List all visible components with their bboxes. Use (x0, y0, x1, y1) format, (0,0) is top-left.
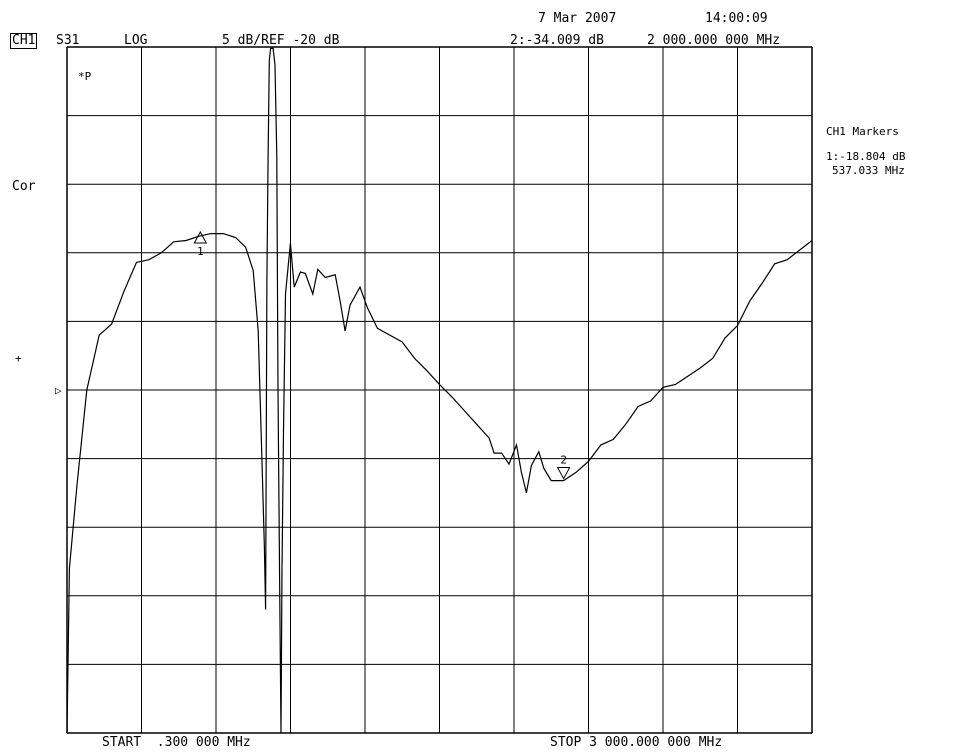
parameter-label: S31 (56, 33, 80, 48)
date-label: 7 Mar 2007 (538, 11, 617, 26)
marker-1-icon[interactable] (193, 230, 208, 244)
marker-layer: 12 (193, 230, 571, 480)
marker-1-label: 1 (197, 245, 204, 258)
format-label: LOG (124, 33, 148, 48)
time-label: 14:00:09 (705, 11, 768, 26)
channel-indicator[interactable]: CH1 (10, 33, 38, 49)
marker-mode-label: *P (78, 70, 92, 83)
marker1-value: 1:-18.804 dB (826, 150, 906, 163)
correction-indicator: Cor (12, 179, 36, 194)
active-marker-readout: 2:-34.009 dB (510, 33, 604, 48)
s31-trace (66, 47, 813, 734)
reference-position-icon: ▷ (55, 384, 62, 397)
scale-ref-label: 5 dB/REF -20 dB (222, 33, 340, 48)
marker1-frequency: 537.033 MHz (832, 164, 905, 177)
markers-panel-title: CH1 Markers (826, 125, 899, 138)
marker-2-icon[interactable] (556, 467, 571, 480)
active-marker-frequency: 2 000.000 000 MHz (647, 33, 781, 48)
stop-frequency-label: STOP 3 000.000 000 MHz (550, 735, 723, 750)
marker-2-label: 2 (560, 454, 567, 467)
cross-symbol: + (15, 352, 22, 365)
graticule (66, 46, 813, 734)
start-frequency-label: START .300 000 MHz (102, 735, 251, 750)
